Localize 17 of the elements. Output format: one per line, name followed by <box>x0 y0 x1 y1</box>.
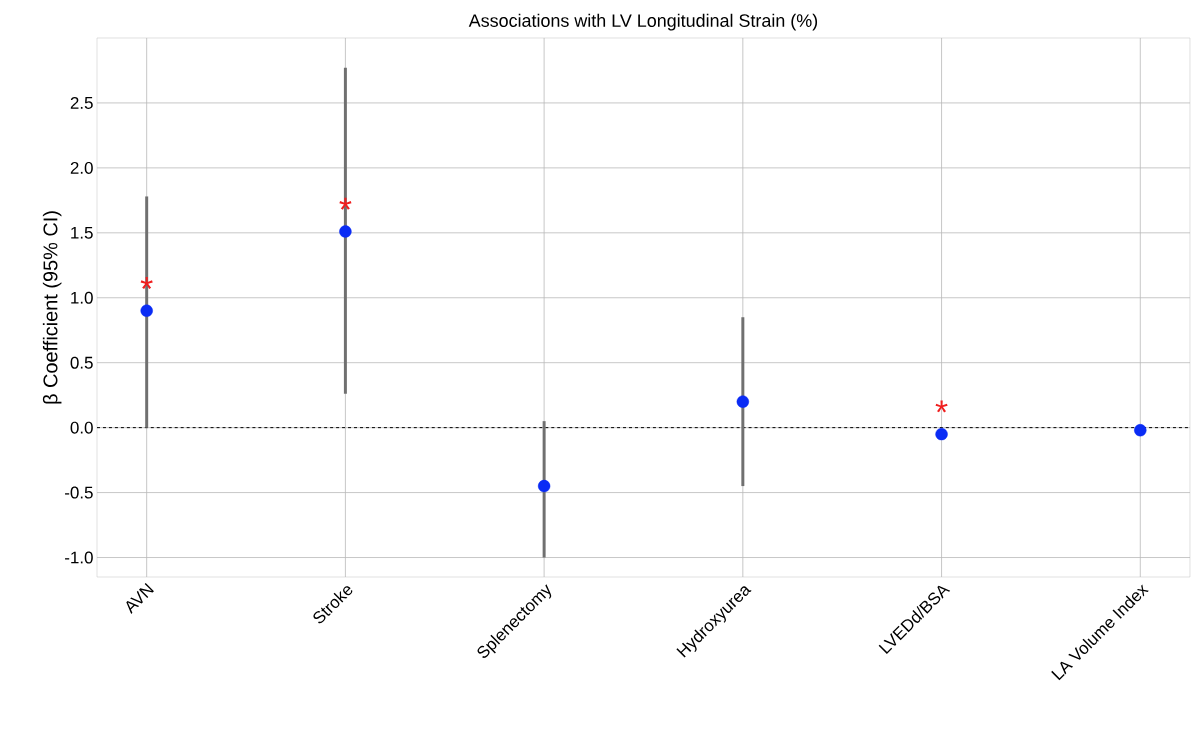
y-tick-label: 0.0 <box>70 421 93 434</box>
y-tick-label: 2.0 <box>70 161 93 174</box>
y-tick-label: -0.5 <box>65 486 93 499</box>
point <box>935 427 948 441</box>
y-tick-label: 0.5 <box>70 356 93 369</box>
y-tick-label: 1.0 <box>71 291 93 304</box>
point <box>736 395 750 408</box>
point <box>1134 424 1147 437</box>
chart-title: Associations with LV Longitudinal Strain (%) <box>468 13 818 31</box>
y-tick-label: 2.5 <box>70 96 93 109</box>
y-tick-label: -1.0 <box>65 551 93 564</box>
point <box>140 304 153 317</box>
y-tick-label: 1.5 <box>71 226 93 239</box>
point <box>537 479 551 493</box>
point <box>339 225 352 238</box>
y-axis-title: β Coefficient (95% CI) <box>42 211 62 404</box>
annotation: * <box>935 400 948 413</box>
